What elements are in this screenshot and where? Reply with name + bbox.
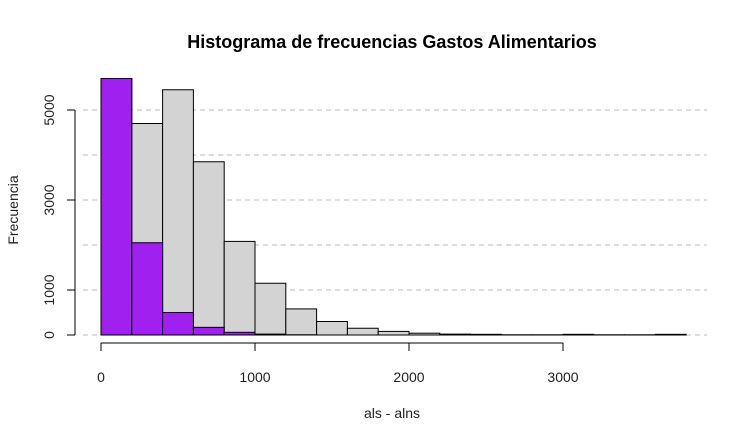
bar-total <box>346 327 379 336</box>
y-tick-label: 3000 <box>41 184 57 215</box>
bar-subset <box>100 78 133 336</box>
chart-title: Histograma de frecuencias Gastos Aliment… <box>187 32 596 52</box>
bar-total <box>285 308 318 336</box>
x-tick-label: 1000 <box>239 369 270 385</box>
bar-total <box>439 333 472 336</box>
bar-total <box>254 282 287 336</box>
bar-total <box>470 333 502 336</box>
bar-subset <box>131 242 164 336</box>
bar-subset <box>162 312 194 336</box>
bar-total <box>162 89 194 336</box>
bars <box>100 78 687 336</box>
bar-total <box>408 332 441 336</box>
bar-subset <box>254 333 287 336</box>
bar-subset <box>192 326 225 336</box>
y-axis-label: Frecuencia <box>5 175 21 244</box>
bar-total <box>654 333 687 336</box>
bar-total <box>316 321 348 336</box>
x-tick-label: 3000 <box>547 369 578 385</box>
y-tick-label: 5000 <box>41 94 57 125</box>
x-axis-label: als - alns <box>364 405 420 421</box>
bar-subset <box>223 331 256 336</box>
bar-total <box>562 333 595 336</box>
axes: 0 1000 2000 3000 0 1000 3000 5000 <box>41 94 579 385</box>
bar-total <box>223 240 256 336</box>
bar-total <box>377 330 410 336</box>
bar-total <box>192 161 225 336</box>
x-tick-label: 2000 <box>393 369 424 385</box>
y-tick-label: 0 <box>41 331 57 339</box>
x-tick-label: 0 <box>97 369 105 385</box>
y-tick-label: 1000 <box>41 274 57 305</box>
